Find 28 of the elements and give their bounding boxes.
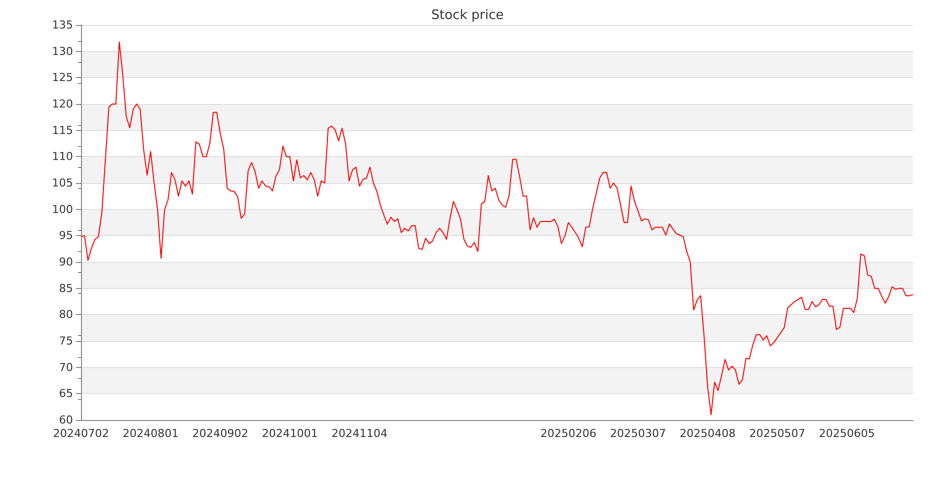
chart-title: Stock price	[431, 8, 504, 23]
y-tick-label: 60	[59, 414, 73, 426]
x-tick-label: 20240702	[53, 427, 109, 440]
y-tick-label: 65	[59, 387, 73, 400]
y-tick-label: 70	[59, 360, 73, 374]
y-tick-label: 75	[59, 334, 73, 348]
y-tick-label: 105	[52, 176, 73, 190]
y-tick-label: 90	[59, 256, 73, 268]
y-tick-label: 80	[59, 308, 73, 322]
y-tick-label: 125	[52, 71, 73, 84]
y-tick-label: 135	[52, 18, 73, 32]
x-tick-label: 20241001	[262, 427, 318, 440]
x-tick-label: 20240801	[122, 427, 179, 440]
y-tick-label: 115	[52, 124, 73, 137]
y-tick-label: 95	[59, 229, 73, 242]
y-tick-label: 100	[52, 202, 73, 216]
y-tick-label: 85	[59, 282, 73, 295]
x-tick-label: 20250605	[818, 427, 875, 440]
x-tick-label: 20250307	[610, 427, 666, 440]
x-tick-label: 20250408	[680, 427, 736, 440]
x-tick-label: 20241104	[331, 427, 388, 440]
x-tick-label: 20240902	[192, 427, 248, 440]
y-tick-label: 110	[52, 150, 73, 164]
line-series	[80, 41, 914, 416]
y-tick-label: 120	[52, 98, 73, 110]
x-tick-label: 20250206	[540, 427, 596, 440]
x-tick-label: 20250507	[749, 427, 806, 440]
y-tick-label: 130	[52, 44, 73, 58]
